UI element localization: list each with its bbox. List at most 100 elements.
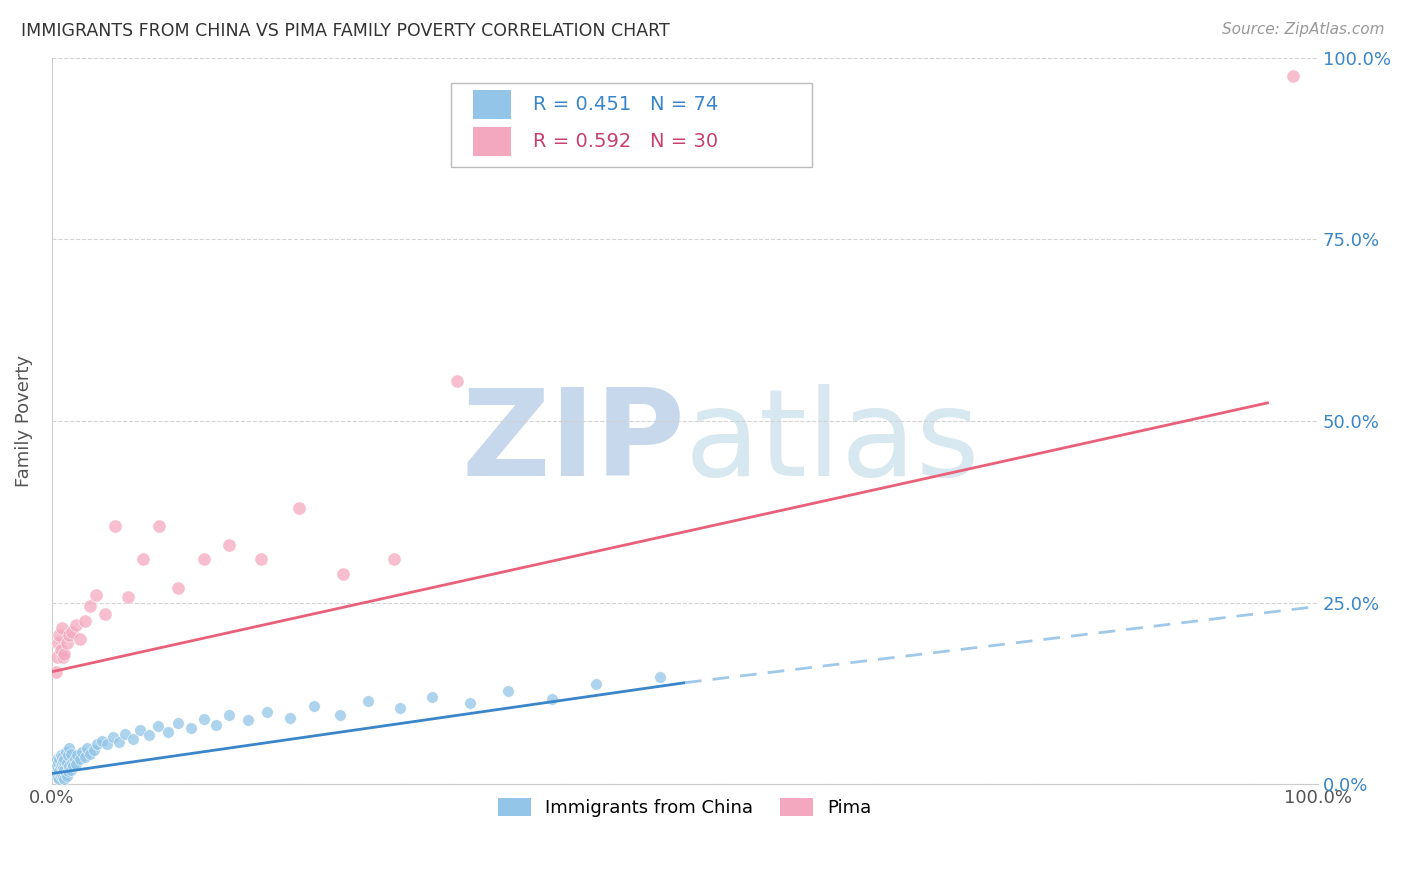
Text: atlas: atlas	[685, 384, 980, 501]
Point	[382, 552, 405, 566]
Point	[69, 752, 91, 766]
Point	[48, 628, 70, 642]
Point	[63, 752, 86, 766]
Point	[205, 718, 228, 732]
Point	[585, 677, 607, 691]
Point	[58, 759, 80, 773]
Point	[114, 726, 136, 740]
Point	[332, 566, 354, 581]
Point	[58, 764, 80, 779]
Y-axis label: Family Poverty: Family Poverty	[15, 355, 32, 487]
Point	[55, 745, 77, 759]
Bar	[474, 127, 512, 156]
Point	[45, 650, 67, 665]
Point	[46, 770, 69, 784]
Point	[45, 759, 67, 773]
Point	[104, 519, 127, 533]
Point	[541, 691, 564, 706]
Point	[96, 738, 118, 752]
Point	[420, 690, 443, 705]
Point	[52, 650, 75, 665]
Point	[53, 647, 76, 661]
Point	[51, 757, 73, 772]
Point	[49, 759, 72, 773]
Point	[51, 749, 73, 764]
Point	[53, 752, 76, 766]
Point	[60, 756, 83, 770]
Point	[52, 770, 75, 784]
Point	[132, 552, 155, 566]
Point	[302, 698, 325, 713]
Point	[146, 719, 169, 733]
Point	[458, 696, 481, 710]
Point	[65, 757, 87, 772]
Point	[117, 590, 139, 604]
Point	[70, 745, 93, 759]
Point	[218, 708, 240, 723]
Point	[52, 754, 75, 768]
Point	[236, 714, 259, 728]
Point	[218, 538, 240, 552]
Point	[48, 764, 70, 779]
Point	[45, 769, 67, 783]
Point	[287, 501, 309, 516]
Point	[45, 665, 67, 679]
Point	[55, 766, 77, 780]
Point	[59, 747, 82, 761]
Point	[53, 763, 76, 777]
Point	[56, 636, 79, 650]
Point	[648, 670, 671, 684]
Point	[51, 621, 73, 635]
Point	[91, 734, 114, 748]
Point	[46, 756, 69, 770]
Point	[357, 694, 380, 708]
Point	[121, 732, 143, 747]
Point	[45, 766, 67, 780]
Point	[76, 741, 98, 756]
Bar	[474, 90, 512, 120]
Point	[193, 552, 215, 566]
Point	[62, 759, 84, 773]
Point	[48, 752, 70, 766]
Point	[167, 715, 190, 730]
Point	[167, 581, 190, 595]
Point	[56, 756, 79, 770]
Point	[84, 589, 107, 603]
Point	[329, 708, 352, 723]
Point	[129, 723, 152, 737]
Point	[86, 738, 108, 752]
Point	[59, 763, 82, 777]
Point	[45, 752, 67, 766]
Point	[79, 599, 101, 614]
Point	[73, 614, 96, 628]
Point	[49, 748, 72, 763]
Point	[46, 636, 69, 650]
Point	[138, 728, 160, 742]
Point	[53, 772, 76, 786]
Text: R = 0.592   N = 30: R = 0.592 N = 30	[533, 132, 718, 151]
Point	[51, 766, 73, 780]
Point	[69, 632, 91, 646]
Point	[65, 617, 87, 632]
Text: Source: ZipAtlas.com: Source: ZipAtlas.com	[1222, 22, 1385, 37]
Text: R = 0.451   N = 74: R = 0.451 N = 74	[533, 95, 718, 114]
Point	[45, 757, 67, 772]
Point	[73, 749, 96, 764]
Point	[83, 742, 105, 756]
Point	[44, 763, 66, 777]
Point	[496, 684, 519, 698]
Point	[46, 761, 69, 775]
Point	[52, 761, 75, 775]
Point	[446, 374, 468, 388]
Point	[58, 741, 80, 756]
Point	[79, 747, 101, 761]
Point	[94, 607, 117, 621]
Point	[58, 748, 80, 763]
Point	[58, 628, 80, 642]
Legend: Immigrants from China, Pima: Immigrants from China, Pima	[489, 789, 880, 826]
Point	[256, 705, 278, 719]
Point	[101, 730, 124, 744]
Point	[148, 519, 170, 533]
Point	[180, 721, 202, 735]
Point	[48, 772, 70, 786]
